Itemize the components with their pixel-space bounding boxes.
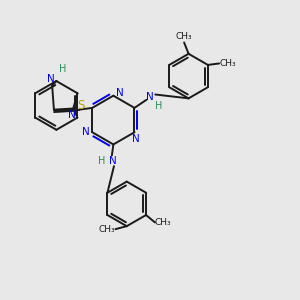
Text: H: H [155, 101, 163, 111]
Text: S: S [77, 99, 84, 112]
Text: CH₃: CH₃ [99, 225, 116, 234]
Text: N: N [47, 74, 55, 84]
Text: N: N [132, 134, 140, 144]
Text: N: N [116, 88, 124, 98]
Text: N: N [146, 92, 154, 103]
Text: H: H [98, 156, 106, 166]
Text: N: N [110, 156, 117, 166]
Text: N: N [68, 110, 76, 120]
Text: CH₃: CH₃ [219, 59, 236, 68]
Text: H: H [59, 64, 66, 74]
Text: CH₃: CH₃ [176, 32, 192, 41]
Text: N: N [82, 127, 90, 137]
Text: CH₃: CH₃ [155, 218, 172, 227]
